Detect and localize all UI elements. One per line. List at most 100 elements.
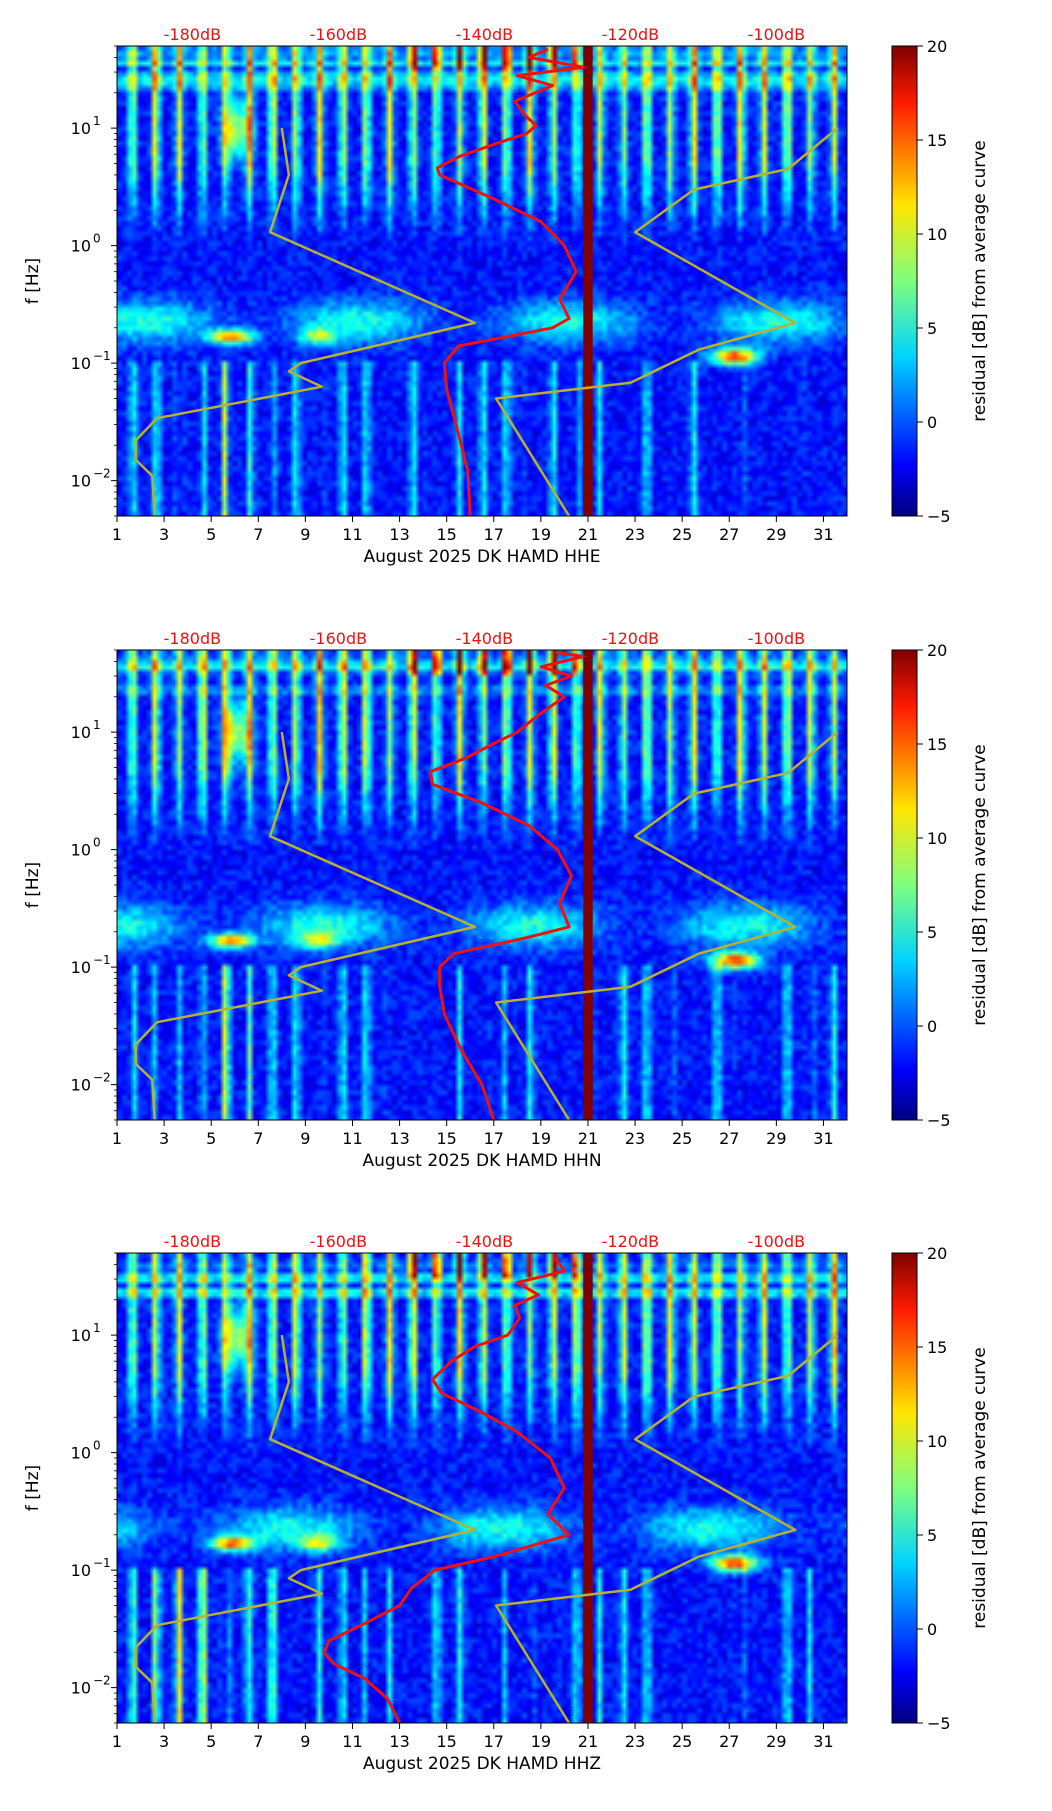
x-tick-label: 27 bbox=[719, 525, 739, 544]
db-scale-label: -120dB bbox=[602, 629, 659, 648]
colorbar-tick-label: 20 bbox=[927, 37, 947, 56]
y-tick-label: 10 bbox=[71, 1326, 91, 1345]
gap-bar bbox=[583, 46, 593, 516]
y-tick-label: 10 bbox=[71, 1444, 91, 1463]
colorbar-tick-label: −5 bbox=[927, 1111, 951, 1130]
x-tick-label: 15 bbox=[436, 1129, 456, 1148]
x-tick-label: 31 bbox=[813, 1732, 833, 1751]
colorbar-tick-label: 15 bbox=[927, 735, 947, 754]
colorbar-tick-label: 0 bbox=[927, 413, 937, 432]
x-tick-label: 13 bbox=[389, 1129, 409, 1148]
y-tick-exponent: −1 bbox=[93, 1556, 111, 1570]
y-tick-base: 10 bbox=[71, 841, 91, 860]
y-tick-label: 10 bbox=[71, 841, 91, 860]
y-axis-label: f [Hz] bbox=[23, 862, 43, 908]
x-tick-label: 29 bbox=[766, 1732, 786, 1751]
x-tick-label: 23 bbox=[625, 1732, 645, 1751]
x-tick-label: 1 bbox=[112, 1129, 122, 1148]
x-tick-label: 7 bbox=[253, 525, 263, 544]
x-tick-label: 11 bbox=[342, 525, 362, 544]
db-scale-label: -140dB bbox=[456, 629, 513, 648]
x-tick-label: 13 bbox=[389, 525, 409, 544]
colorbar-tick-label: 0 bbox=[927, 1017, 937, 1036]
x-tick-label: 25 bbox=[672, 1732, 692, 1751]
y-tick-base: 10 bbox=[71, 1444, 91, 1463]
x-tick-label: 5 bbox=[206, 525, 216, 544]
x-tick-label: 21 bbox=[578, 1129, 598, 1148]
db-scale-label: -120dB bbox=[602, 1232, 659, 1251]
y-tick-base: 10 bbox=[71, 354, 91, 373]
y-tick-exponent: −1 bbox=[93, 953, 111, 967]
x-tick-label: 25 bbox=[672, 1129, 692, 1148]
y-tick-exponent: −2 bbox=[93, 467, 111, 481]
colorbar bbox=[891, 45, 918, 517]
x-tick-label: 9 bbox=[300, 525, 310, 544]
x-tick-label: 31 bbox=[813, 525, 833, 544]
psd-curve-line bbox=[428, 650, 585, 1121]
gap-bar bbox=[583, 1253, 593, 1723]
db-scale-label: -100dB bbox=[748, 629, 805, 648]
high-noise-model-line bbox=[494, 731, 839, 1121]
y-tick-label: 10 bbox=[71, 723, 91, 742]
psd-curve-line bbox=[322, 1256, 571, 1724]
x-tick-label: 21 bbox=[578, 1732, 598, 1751]
y-tick-base: 10 bbox=[71, 472, 91, 491]
x-tick-label: 27 bbox=[719, 1732, 739, 1751]
x-tick-label: 11 bbox=[342, 1129, 362, 1148]
x-tick-label: 17 bbox=[484, 1129, 504, 1148]
db-scale-label: -160dB bbox=[310, 629, 367, 648]
y-tick-base: 10 bbox=[71, 1326, 91, 1345]
y-tick-label: 10 bbox=[71, 354, 91, 373]
x-tick-label: 7 bbox=[253, 1732, 263, 1751]
x-axis-label: August 2025 DK HAMD HHZ bbox=[363, 1754, 601, 1774]
colorbar-tick-label: 20 bbox=[927, 641, 947, 660]
y-tick-base: 10 bbox=[71, 1679, 91, 1698]
x-axis-label: August 2025 DK HAMD HHE bbox=[363, 547, 600, 567]
y-tick-label: 10 bbox=[71, 1076, 91, 1095]
x-tick-label: 17 bbox=[484, 525, 504, 544]
x-tick-label: 1 bbox=[112, 525, 122, 544]
x-tick-label: 9 bbox=[300, 1129, 310, 1148]
y-tick-exponent: 1 bbox=[93, 114, 101, 128]
db-scale-label: -160dB bbox=[310, 1232, 367, 1251]
y-tick-label: 10 bbox=[71, 472, 91, 491]
y-tick-base: 10 bbox=[71, 119, 91, 138]
colorbar-tick-label: 10 bbox=[927, 1432, 947, 1451]
x-tick-label: 19 bbox=[531, 525, 551, 544]
y-tick-exponent: 0 bbox=[93, 836, 101, 850]
x-tick-label: 27 bbox=[719, 1129, 739, 1148]
db-scale-label: -180dB bbox=[164, 1232, 221, 1251]
colorbar-tick-label: −5 bbox=[927, 507, 951, 526]
colorbar-tick-label: 15 bbox=[927, 1338, 947, 1357]
spectrogram-image bbox=[117, 1253, 847, 1723]
low-noise-model-line bbox=[134, 127, 477, 517]
y-tick-exponent: 0 bbox=[93, 232, 101, 246]
colorbar bbox=[891, 1252, 918, 1724]
colorbar-label: residual [dB] from average curve bbox=[970, 1347, 990, 1628]
db-scale-label: -120dB bbox=[602, 25, 659, 44]
x-tick-label: 13 bbox=[389, 1732, 409, 1751]
y-tick-exponent: −1 bbox=[93, 349, 111, 363]
high-noise-model-line bbox=[494, 127, 839, 517]
x-tick-label: 23 bbox=[625, 1129, 645, 1148]
colorbar-tick-label: 5 bbox=[927, 923, 937, 942]
x-tick-label: 21 bbox=[578, 525, 598, 544]
y-tick-label: 10 bbox=[71, 1679, 91, 1698]
y-tick-label: 10 bbox=[71, 119, 91, 138]
low-noise-model-line bbox=[134, 731, 477, 1121]
y-tick-base: 10 bbox=[71, 237, 91, 256]
db-scale-label: -180dB bbox=[164, 25, 221, 44]
y-tick-exponent: 1 bbox=[93, 718, 101, 732]
colorbar-tick-label: 5 bbox=[927, 1526, 937, 1545]
x-tick-label: 3 bbox=[159, 1129, 169, 1148]
x-tick-label: 9 bbox=[300, 1732, 310, 1751]
y-tick-exponent: 1 bbox=[93, 1321, 101, 1335]
colorbar-tick-label: 0 bbox=[927, 1620, 937, 1639]
x-tick-label: 11 bbox=[342, 1732, 362, 1751]
x-tick-label: 29 bbox=[766, 1129, 786, 1148]
y-tick-base: 10 bbox=[71, 1076, 91, 1095]
y-axis-label: f [Hz] bbox=[23, 1465, 43, 1511]
